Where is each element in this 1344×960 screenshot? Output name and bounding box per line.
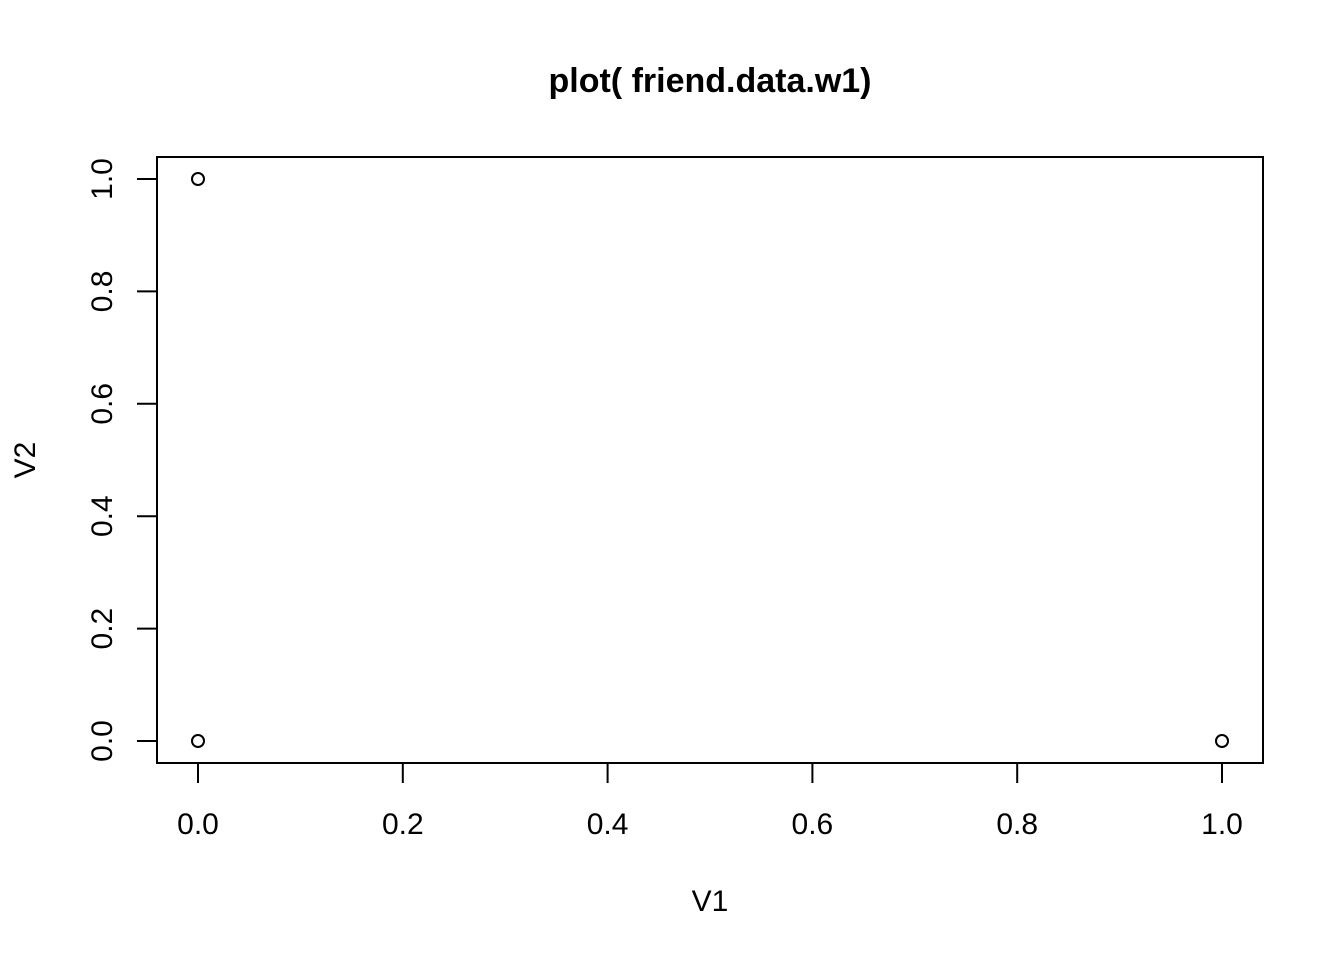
x-tick-label: 0.2 xyxy=(382,808,424,841)
x-axis: 0.0 0.2 0.4 0.6 0.8 1.0 xyxy=(177,762,1243,841)
x-tick-label: 0.8 xyxy=(996,808,1038,841)
chart-title: plot( friend.data.w1) xyxy=(549,62,872,100)
x-tick-label: 1.0 xyxy=(1201,808,1243,841)
data-point xyxy=(191,734,205,748)
x-tick-label: 0.4 xyxy=(587,808,629,841)
x-tick-label: 0.0 xyxy=(177,808,219,841)
x-tick-label: 0.6 xyxy=(792,808,834,841)
y-tick-label: 0.8 xyxy=(86,271,119,313)
y-tick-label: 0.0 xyxy=(86,720,119,762)
y-tick-label: 0.2 xyxy=(86,608,119,650)
data-point xyxy=(1215,734,1229,748)
y-tick-label: 0.6 xyxy=(86,383,119,425)
x-axis-label: V1 xyxy=(692,885,729,918)
y-tick-label: 1.0 xyxy=(86,158,119,200)
data-point xyxy=(191,172,205,186)
data-points xyxy=(191,172,1229,748)
y-axis: 0.0 0.2 0.4 0.6 0.8 1.0 xyxy=(86,158,158,762)
y-axis-label: V2 xyxy=(9,442,42,479)
plot-area-frame xyxy=(156,156,1264,764)
y-tick-label: 0.4 xyxy=(86,495,119,537)
